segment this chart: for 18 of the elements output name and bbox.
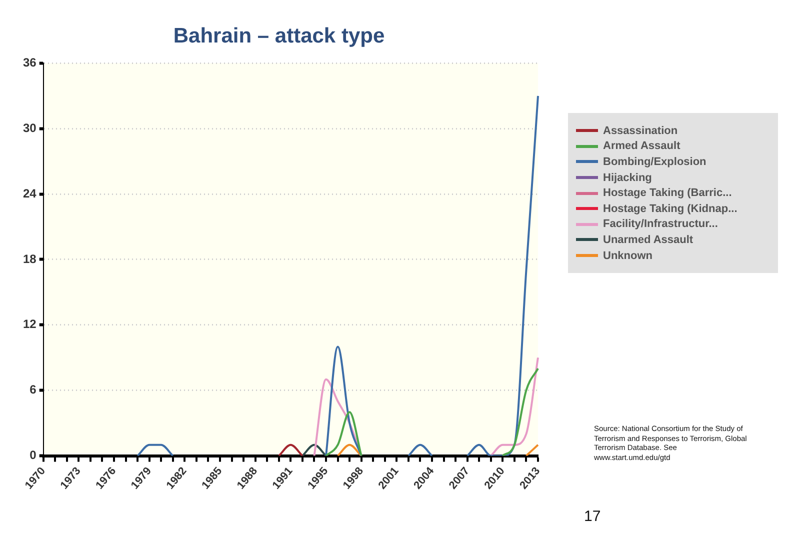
y-tick-label: 36 [22, 56, 37, 70]
chart-title: Bahrain – attack type [173, 24, 385, 48]
y-tick-label: 24 [22, 186, 37, 200]
y-tick-label: 12 [22, 317, 37, 332]
y-tick-label: 0 [30, 448, 37, 462]
y-tick-label: 6 [30, 382, 37, 397]
legend-label: Facility/Infrastructur... [603, 218, 718, 230]
y-tick-label: 18 [22, 252, 37, 266]
legend-label: Hostage Taking (Kidnap... [603, 202, 738, 215]
legend-label: Unknown [603, 250, 652, 262]
y-tick-label: 30 [22, 120, 37, 135]
legend-label: Armed Assault [603, 140, 680, 152]
legend-label: Hostage Taking (Barric... [603, 187, 732, 200]
legend-label: Bombing/Explosion [603, 156, 706, 168]
legend-label: Assassination [603, 124, 678, 137]
legend-label: Unarmed Assault [603, 234, 694, 246]
legend-label: Hijacking [603, 172, 652, 184]
text: 17 [584, 508, 601, 525]
